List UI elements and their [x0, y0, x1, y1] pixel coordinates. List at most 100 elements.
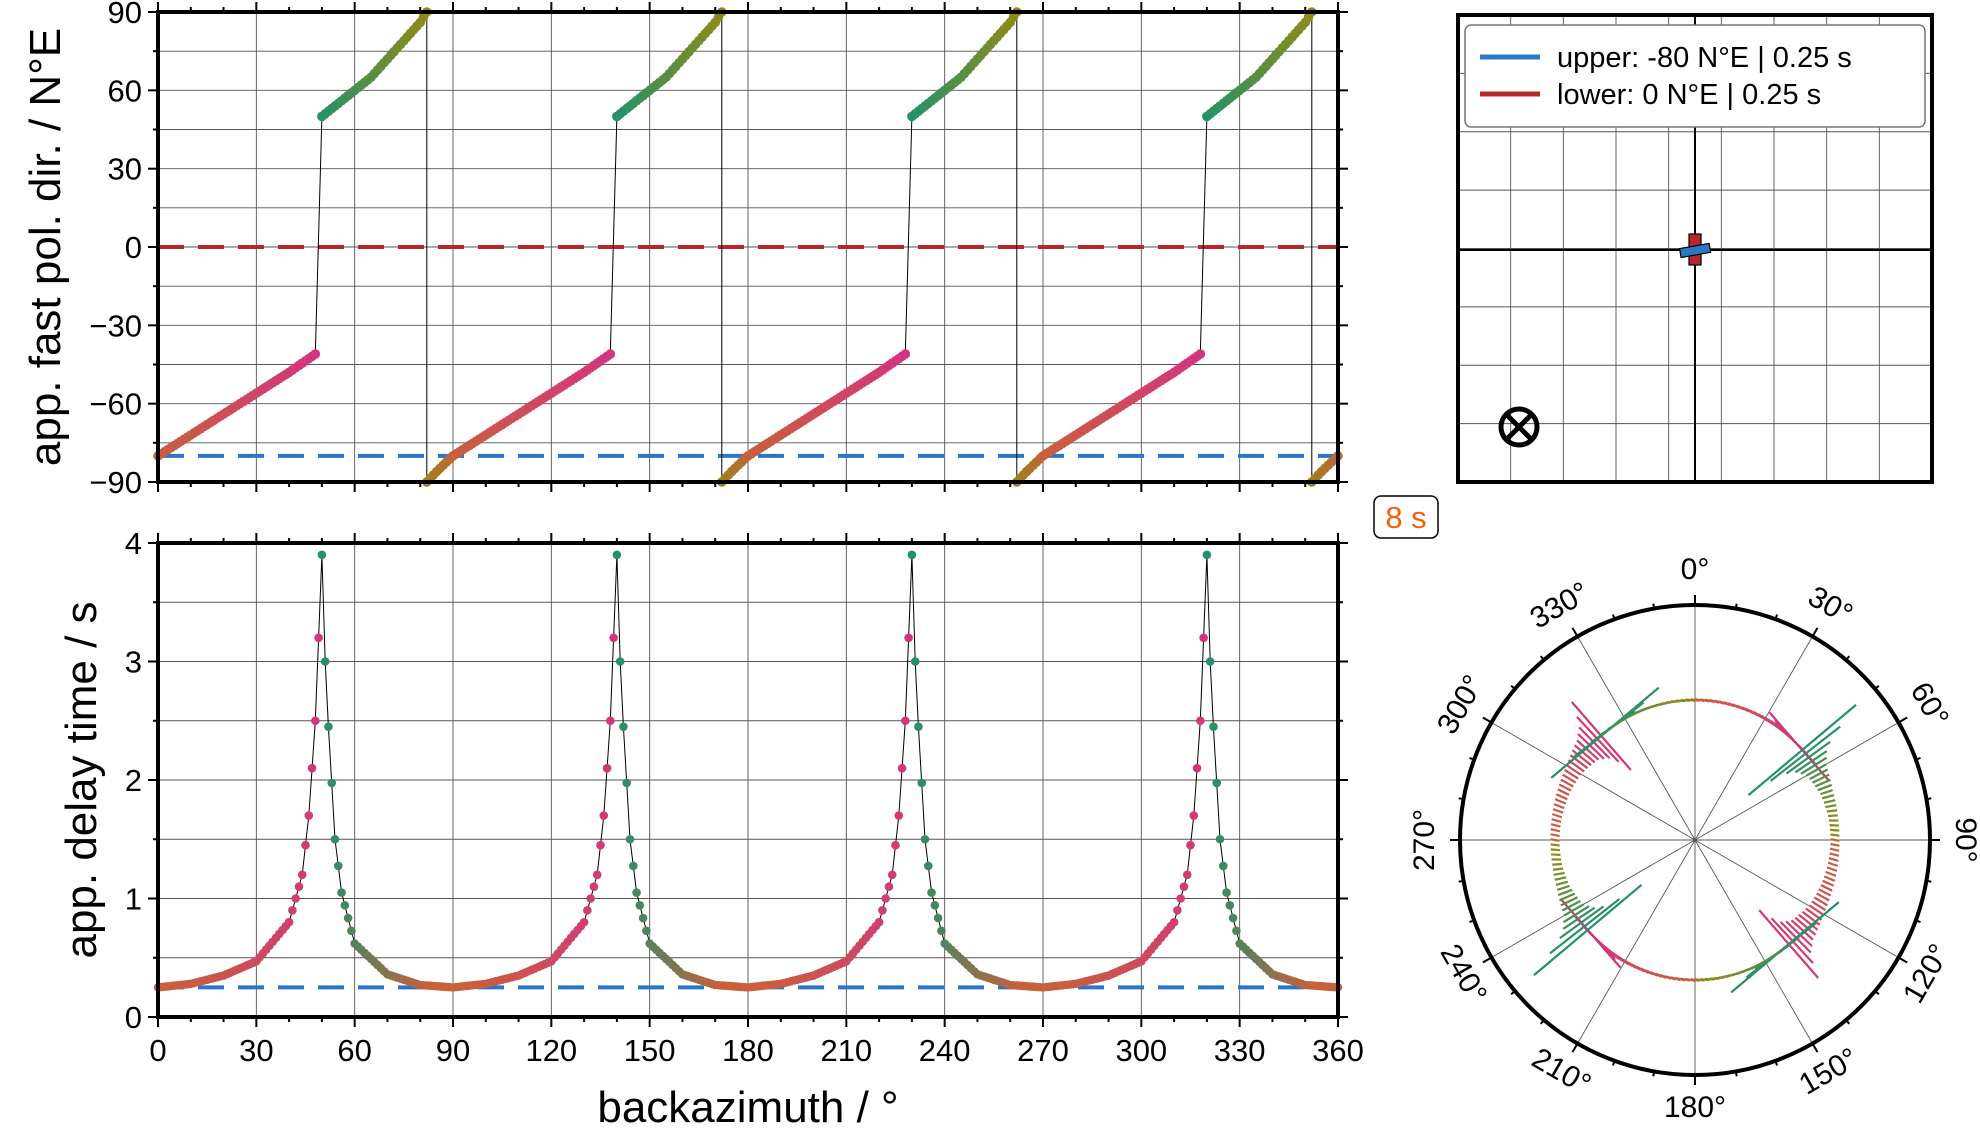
dt-x-tick-label: 120	[525, 1033, 577, 1068]
polar-bar	[1830, 838, 1840, 842]
dt-point	[317, 550, 327, 560]
polar-angle-label: 90°	[1949, 817, 1980, 862]
dt-point	[330, 834, 340, 844]
dt-point	[884, 882, 894, 891]
dt-point	[301, 840, 310, 850]
polar-bar	[1533, 884, 1643, 976]
dt-point	[619, 722, 628, 731]
polar-bar	[1800, 756, 1828, 775]
polar-tick	[1611, 1060, 1616, 1066]
polar-bar	[1790, 919, 1814, 941]
polar-grid	[1460, 605, 1930, 1075]
dt-point	[887, 870, 897, 880]
polar-tick	[1469, 756, 1475, 761]
polar-bar	[1558, 783, 1572, 792]
polar-bar	[1801, 910, 1821, 926]
dt-x-tick-label: 300	[1115, 1033, 1167, 1068]
polar-angle-label: 30°	[1802, 580, 1858, 631]
wave-direction-cross-b	[1505, 413, 1533, 441]
dt-point	[599, 811, 609, 820]
dt-point	[1179, 882, 1189, 891]
polar-bar	[1563, 903, 1584, 917]
phi-y-tick-label: 0	[125, 230, 142, 265]
phi-point	[310, 349, 321, 359]
polar-bar	[1794, 750, 1828, 774]
dt-point	[1192, 763, 1202, 773]
wave-direction-icon	[1498, 406, 1540, 448]
polar-bar	[1550, 828, 1561, 833]
layer-panel: upper: -80 N°E | 0.25 s lower: 0 N°E | 0…	[1456, 13, 1934, 484]
dt-point	[937, 926, 946, 936]
polar-bar	[1551, 813, 1563, 819]
polar-bar	[1817, 783, 1833, 792]
polar-bar	[1561, 899, 1581, 912]
dt-point	[327, 778, 337, 788]
dt-x-tick-label: 90	[436, 1033, 470, 1068]
dt-point	[1202, 550, 1212, 560]
dt-point	[307, 763, 317, 773]
polar-bar	[1551, 818, 1562, 823]
dt-point	[628, 861, 638, 871]
dt-point	[1176, 894, 1185, 903]
phi-panel: −90 −60 −30 0 30 60 90 app. fast pol. dir. / N…	[21, 0, 1348, 500]
dt-x-tick-label: 240	[919, 1033, 971, 1068]
polar-bar	[1564, 769, 1579, 780]
dt-x-tick-label: 60	[337, 1033, 371, 1068]
dt-point	[284, 917, 294, 927]
polar-bar	[1816, 892, 1830, 902]
polar-bar	[1747, 704, 1857, 796]
dt-point	[907, 550, 917, 560]
polar-bar	[1550, 833, 1560, 838]
dt-point	[1186, 840, 1195, 850]
dt-y-tick-label: 1	[125, 882, 142, 917]
dt-point	[291, 894, 300, 903]
polar-bar	[1822, 879, 1835, 887]
phi-point	[605, 349, 616, 359]
dt-y-tick-label: 4	[125, 526, 142, 561]
dt-point	[1212, 778, 1222, 788]
dt-point	[914, 722, 923, 731]
dt-point	[333, 861, 343, 871]
dt-point	[337, 888, 346, 897]
polar-bar	[1550, 838, 1560, 842]
dt-point	[1232, 926, 1241, 936]
dt-point	[1189, 811, 1199, 820]
dt-x-tick-label: 0	[149, 1033, 166, 1068]
polar-bar	[1550, 848, 1561, 852]
polar-tick	[1898, 956, 1908, 964]
dt-x-tick-label: 180	[722, 1033, 774, 1068]
polar-bar	[1769, 725, 1841, 782]
dt-point	[294, 882, 304, 891]
polar-bar	[1566, 764, 1582, 776]
polar-tick	[1510, 990, 1516, 996]
dt-x-axis-title: backazimuth / °	[597, 1083, 898, 1132]
polar-bar	[1560, 896, 1578, 907]
polar-bar	[1794, 916, 1817, 936]
polar-bar	[1569, 754, 1589, 770]
polar-bar	[1821, 794, 1835, 800]
polar-tick	[1734, 1071, 1738, 1077]
phi-y-tick-label: 60	[108, 73, 142, 108]
polar-tick	[1926, 879, 1932, 883]
polar-bar	[1823, 875, 1836, 882]
dt-point	[1199, 633, 1208, 643]
dt-point	[625, 834, 635, 844]
polar-bar	[1562, 773, 1577, 784]
dt-point	[933, 913, 943, 923]
polar-tick	[1458, 879, 1464, 883]
polar-bar	[1550, 843, 1560, 847]
phi-ticks: −90 −60 −30 0 30 60 90	[89, 0, 1348, 500]
polar-tick	[1469, 919, 1475, 924]
dt-point	[1215, 834, 1225, 844]
polar-angle-label: 300°	[1431, 670, 1491, 740]
polar-bar	[1825, 870, 1837, 877]
polar-tick	[1898, 716, 1908, 724]
polar-bar	[1830, 833, 1840, 837]
polar-tick	[1611, 614, 1616, 620]
dt-point	[314, 633, 323, 643]
phi-y-tick-label: −90	[89, 465, 142, 500]
dt-point	[1225, 901, 1235, 910]
dt-point	[304, 811, 314, 820]
